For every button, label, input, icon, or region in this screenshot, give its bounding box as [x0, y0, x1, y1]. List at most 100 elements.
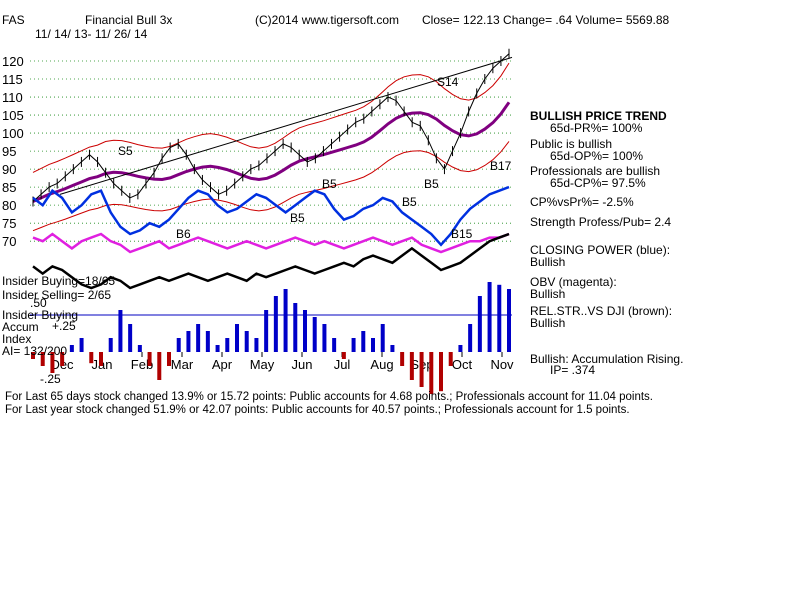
- symbol: FAS: [2, 13, 25, 27]
- index-label: Index: [2, 332, 32, 346]
- indicator-lines: [32, 48, 510, 290]
- accum-bar: [118, 310, 123, 352]
- moving-average-line: [32, 101, 511, 203]
- accum-bar: [507, 289, 511, 352]
- price-stats: Close= 122.13 Change= .64 Volume= 5569.8…: [422, 13, 670, 27]
- rel-str-line: [32, 232, 510, 290]
- accum-bar: [186, 331, 191, 352]
- accum-bar: [157, 352, 162, 380]
- accum-bar: [108, 338, 113, 352]
- accum-bar: [137, 345, 142, 352]
- x-tick-label: Jul: [334, 357, 351, 372]
- accum-bar: [371, 338, 375, 352]
- accum-bar: [264, 310, 269, 352]
- signal-label: B5: [402, 195, 417, 209]
- accum-bar: [79, 338, 84, 352]
- accum-bar: [409, 352, 414, 380]
- public-value: 65d-OP%= 100%: [550, 149, 644, 163]
- y-tick-label: 70: [2, 234, 16, 249]
- x-tick-label: Apr: [212, 357, 233, 372]
- price-line: [32, 53, 510, 202]
- accum-bar: [167, 352, 171, 366]
- accum-bar: [332, 338, 337, 352]
- accum-bar: [468, 324, 473, 352]
- closing-power-value: Bullish: [530, 255, 566, 269]
- accum-bar: [312, 317, 317, 352]
- footer-65-days: For Last 65 days stock changed 13.9% or …: [5, 391, 654, 403]
- copyright: (C)2014 www.tigersoft.com: [255, 13, 400, 27]
- accum-bar: [341, 352, 346, 359]
- accum-bar: [225, 338, 230, 352]
- trading-bands: [32, 56, 513, 232]
- obv-line: [32, 232, 510, 254]
- x-tick-label: Jun: [292, 357, 313, 372]
- accum-bar: [235, 324, 239, 352]
- accum-bar: [400, 352, 405, 366]
- closing-power-title: CLOSING POWER (blue):: [530, 243, 671, 257]
- accum-bar: [390, 345, 395, 352]
- insider-buying-count: Insider Buying=18/65: [2, 274, 116, 288]
- accum-bar: [205, 331, 210, 352]
- y-tick-label: 110: [2, 90, 23, 105]
- y-tick-label: 90: [2, 162, 16, 177]
- signal-label: B5: [322, 177, 337, 191]
- accum-tick-bottom: -.25: [40, 372, 61, 386]
- accum-bar: [99, 352, 103, 366]
- signal-label: S14: [437, 75, 459, 89]
- relstr-title: REL.STR..VS DJI (brown):: [530, 304, 673, 318]
- accum-bar: [293, 303, 298, 352]
- accum-bar: [487, 282, 492, 352]
- signal-label: B6: [176, 227, 191, 241]
- accum-bar: [497, 284, 502, 352]
- accum-bar: [439, 352, 443, 392]
- accum-bar: [254, 338, 259, 352]
- y-tick-label: 105: [2, 108, 24, 123]
- x-axis-ticks: DecJanFebMarAprMayJunJulAugSepOctNov: [50, 352, 514, 372]
- accum-bar: [60, 352, 65, 366]
- y-tick-label: 80: [2, 198, 16, 213]
- closing-power-line: [32, 185, 510, 247]
- accum-label: Accum: [2, 320, 39, 334]
- accum-bar: [458, 345, 463, 352]
- accum-bar: [128, 324, 133, 352]
- accum-bar: [448, 352, 453, 366]
- accum-bar: [273, 296, 278, 352]
- signal-label: B15: [451, 227, 473, 241]
- accum-bar: [40, 352, 45, 366]
- accum-bar: [89, 352, 94, 364]
- accum-bar: [351, 338, 356, 352]
- accum-bar: [419, 352, 424, 387]
- y-tick-label: 75: [2, 216, 16, 231]
- x-tick-label: May: [250, 357, 275, 372]
- accum-bar: [283, 289, 288, 352]
- insider-buying-label: Insider Buying: [2, 308, 79, 322]
- cp-vs-pr: CP%vsPr%= -2.5%: [530, 195, 634, 209]
- accum-bar: [303, 310, 307, 352]
- buy-sell-signals: S5 B6 B5 B5 S14 B5 B17 B15 B5: [118, 75, 512, 241]
- accum-bar: [31, 352, 35, 359]
- ai-score: AI= 132/200: [2, 344, 68, 358]
- obv-title: OBV (magenta):: [530, 275, 617, 289]
- x-tick-label: Aug: [370, 357, 393, 372]
- lower-band: [32, 141, 510, 232]
- accum-bar: [380, 324, 385, 352]
- accum-bar: [322, 324, 327, 352]
- accum-bar: [244, 331, 249, 352]
- accum-bar: [176, 338, 181, 352]
- y-axis-ticks: 120 115 110 105 100 95 90 85 80 75 70: [2, 54, 24, 249]
- signal-label: S5: [118, 144, 133, 158]
- accum-bar: [50, 352, 55, 373]
- footer-last-year: For Last year stock changed 51.9% or 42.…: [5, 404, 630, 416]
- y-tick-label: 115: [2, 72, 23, 87]
- signal-label: B5: [424, 177, 439, 191]
- accum-ip: IP= .374: [550, 363, 596, 377]
- x-tick-label: Oct: [452, 357, 473, 372]
- signal-label: B17: [490, 159, 512, 173]
- trend-line: [59, 56, 513, 195]
- y-tick-label: 100: [2, 126, 24, 141]
- price-trend-value: 65d-PR%= 100%: [550, 121, 643, 135]
- y-tick-label: 120: [2, 54, 24, 69]
- accumulation-histogram: [30, 282, 512, 394]
- strength-ratio: Strength Profess/Pub= 2.4: [530, 215, 672, 229]
